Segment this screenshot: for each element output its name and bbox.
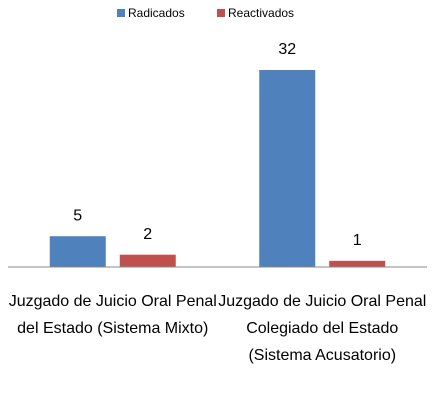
legend-swatch <box>217 9 225 17</box>
x-tick-label: Juzgado de Juicio Oral Penal del Estado … <box>8 293 217 337</box>
data-label: 1 <box>353 232 362 249</box>
bar <box>119 254 176 267</box>
data-label: 32 <box>278 41 296 58</box>
bar <box>259 70 316 267</box>
bar <box>329 260 386 267</box>
x-tick-label: Juzgado de Juicio Oral Penal Colegiado d… <box>218 293 427 364</box>
legend-swatch <box>117 9 125 17</box>
data-label: 2 <box>143 226 152 243</box>
bar <box>49 236 106 267</box>
legend-label: Reactivados <box>228 6 294 20</box>
legend-label: Radicados <box>128 6 185 20</box>
data-label: 5 <box>73 207 82 224</box>
